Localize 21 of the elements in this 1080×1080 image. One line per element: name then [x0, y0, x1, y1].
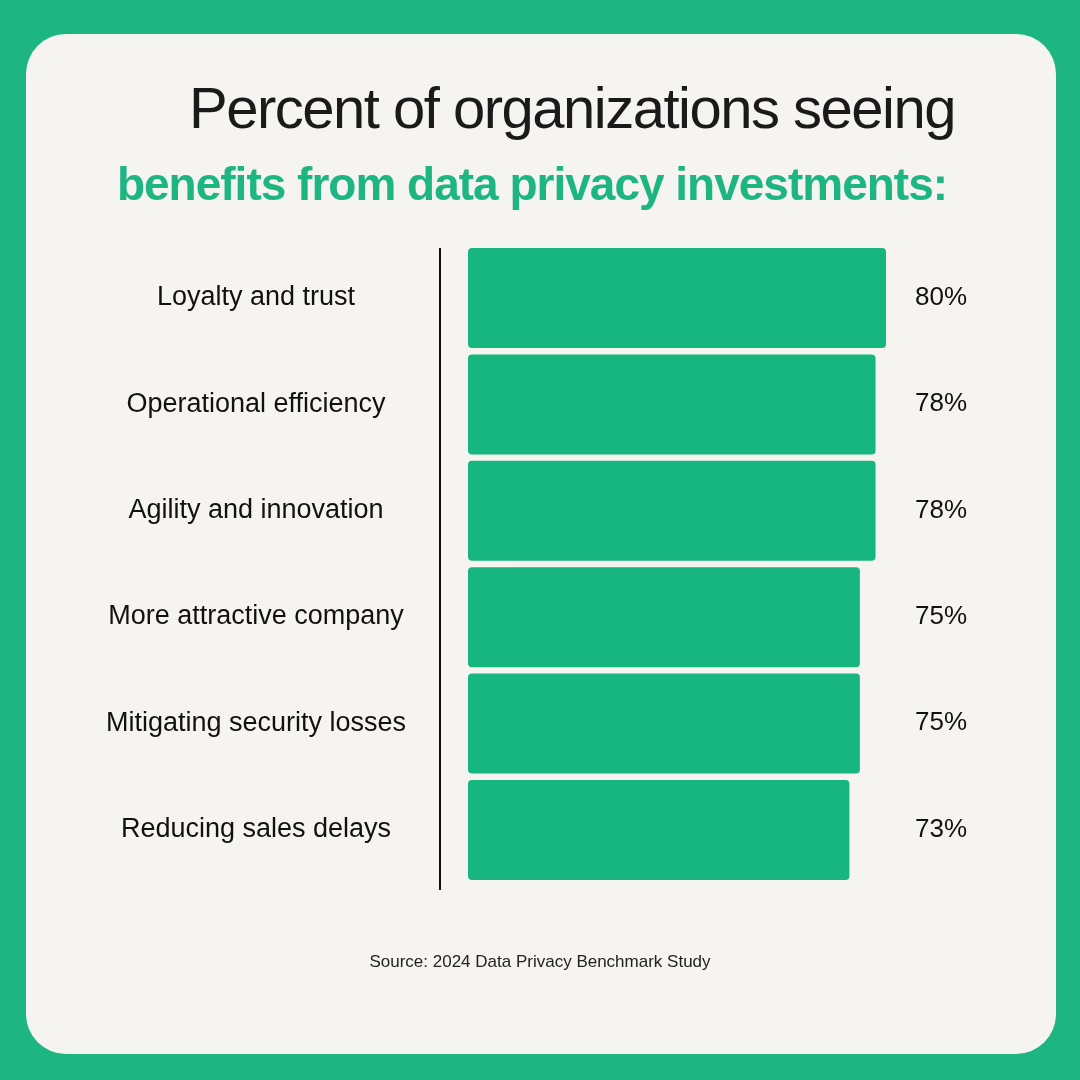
y-tick-label: Agility and innovation — [128, 493, 384, 524]
y-tick-label: Loyalty and trust — [156, 281, 356, 312]
chart-title: Percent of organizations seeing — [188, 75, 956, 140]
bar — [468, 779, 850, 880]
source-note: Source: 2024 Data Privacy Benchmark Study — [369, 952, 712, 971]
y-tick-label: Reducing sales delays — [120, 813, 392, 844]
data-label: 78% — [914, 387, 968, 418]
bar — [468, 354, 876, 455]
data-label: 78% — [914, 493, 968, 524]
y-tick-label: Mitigating security losses — [105, 706, 407, 737]
bar — [468, 248, 886, 349]
y-tick-label: More attractive company — [108, 600, 405, 631]
data-label: 75% — [914, 600, 968, 631]
data-label: 75% — [914, 706, 968, 737]
bar — [468, 567, 860, 668]
data-label: 73% — [914, 812, 968, 843]
bar — [468, 460, 876, 561]
bar — [468, 673, 860, 774]
data-label: 80% — [914, 280, 968, 311]
chart-subtitle: benefits from data privacy investments: — [116, 158, 948, 210]
y-tick-label: Operational efficiency — [126, 387, 387, 418]
